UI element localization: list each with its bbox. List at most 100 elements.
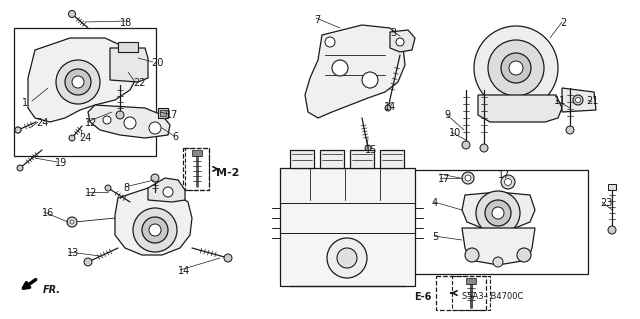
Text: 3: 3 xyxy=(390,28,396,38)
Circle shape xyxy=(493,257,503,267)
Bar xyxy=(192,150,202,156)
Circle shape xyxy=(15,127,21,133)
Circle shape xyxy=(573,95,583,105)
Circle shape xyxy=(103,116,111,124)
Circle shape xyxy=(327,238,367,278)
Bar xyxy=(466,278,476,284)
Text: 10: 10 xyxy=(449,128,461,138)
Circle shape xyxy=(385,105,391,111)
Bar xyxy=(158,108,168,118)
Circle shape xyxy=(68,11,76,18)
Polygon shape xyxy=(478,95,562,122)
Text: 17: 17 xyxy=(438,174,451,184)
Text: 22: 22 xyxy=(133,78,145,88)
Text: M-2: M-2 xyxy=(216,168,239,178)
Circle shape xyxy=(575,98,580,102)
Circle shape xyxy=(362,72,378,88)
Bar xyxy=(608,184,616,190)
Text: S5A3– B4700C: S5A3– B4700C xyxy=(462,292,524,301)
Circle shape xyxy=(396,38,404,46)
Circle shape xyxy=(65,69,91,95)
Text: 17: 17 xyxy=(166,110,179,120)
Circle shape xyxy=(492,207,504,219)
Circle shape xyxy=(501,175,515,189)
Circle shape xyxy=(151,174,159,182)
Bar xyxy=(14,28,156,156)
Circle shape xyxy=(133,208,177,252)
Text: 4: 4 xyxy=(432,198,438,208)
Circle shape xyxy=(67,217,77,227)
Text: 9: 9 xyxy=(444,110,450,120)
Circle shape xyxy=(142,217,168,243)
Bar xyxy=(160,110,166,116)
Bar xyxy=(183,148,209,190)
Polygon shape xyxy=(390,30,415,52)
Polygon shape xyxy=(350,150,374,168)
Circle shape xyxy=(325,37,335,47)
Text: 13: 13 xyxy=(67,248,79,258)
Polygon shape xyxy=(290,150,314,168)
Polygon shape xyxy=(88,105,170,138)
Circle shape xyxy=(566,126,574,134)
Text: 6: 6 xyxy=(172,132,178,142)
Circle shape xyxy=(69,135,75,141)
Circle shape xyxy=(488,40,544,96)
Text: 23: 23 xyxy=(600,198,612,208)
Text: 8: 8 xyxy=(123,183,129,193)
Text: 24: 24 xyxy=(36,118,49,128)
Polygon shape xyxy=(28,38,138,122)
Text: 1: 1 xyxy=(22,98,28,108)
Text: 16: 16 xyxy=(42,208,54,218)
Circle shape xyxy=(149,224,161,236)
Text: FR.: FR. xyxy=(43,285,61,295)
Polygon shape xyxy=(148,178,185,202)
Circle shape xyxy=(332,60,348,76)
Circle shape xyxy=(85,259,91,265)
Text: 24: 24 xyxy=(79,133,92,143)
Polygon shape xyxy=(110,48,148,82)
Text: 14: 14 xyxy=(384,102,396,112)
Polygon shape xyxy=(305,25,405,118)
Polygon shape xyxy=(280,168,415,286)
Text: 19: 19 xyxy=(55,158,67,168)
Circle shape xyxy=(485,200,511,226)
Circle shape xyxy=(462,141,470,149)
Circle shape xyxy=(149,122,161,134)
Circle shape xyxy=(15,127,21,133)
Text: 2: 2 xyxy=(560,18,566,28)
Circle shape xyxy=(84,258,92,266)
Text: 21: 21 xyxy=(586,96,598,106)
Circle shape xyxy=(465,248,479,262)
Circle shape xyxy=(116,111,124,119)
Text: 12: 12 xyxy=(85,188,97,198)
Circle shape xyxy=(517,248,531,262)
Circle shape xyxy=(105,185,111,191)
Text: 15: 15 xyxy=(365,145,378,155)
Polygon shape xyxy=(462,228,535,265)
Circle shape xyxy=(163,187,173,197)
Polygon shape xyxy=(380,150,404,168)
Bar xyxy=(412,170,588,274)
Circle shape xyxy=(225,255,231,261)
Polygon shape xyxy=(562,88,596,112)
Circle shape xyxy=(224,254,232,262)
Circle shape xyxy=(509,61,523,75)
Polygon shape xyxy=(320,150,344,168)
Text: 17: 17 xyxy=(498,170,510,180)
Circle shape xyxy=(124,117,136,129)
Circle shape xyxy=(72,76,84,88)
Circle shape xyxy=(462,172,474,184)
Circle shape xyxy=(504,179,511,186)
Bar xyxy=(436,276,486,310)
Circle shape xyxy=(465,175,471,181)
Circle shape xyxy=(337,248,357,268)
Circle shape xyxy=(56,60,100,104)
Polygon shape xyxy=(462,192,535,230)
Text: 18: 18 xyxy=(120,18,132,28)
Text: E-6: E-6 xyxy=(414,292,431,302)
Circle shape xyxy=(17,165,23,171)
Bar xyxy=(452,276,490,310)
Bar xyxy=(118,42,138,52)
Polygon shape xyxy=(115,188,192,255)
Circle shape xyxy=(480,144,488,152)
